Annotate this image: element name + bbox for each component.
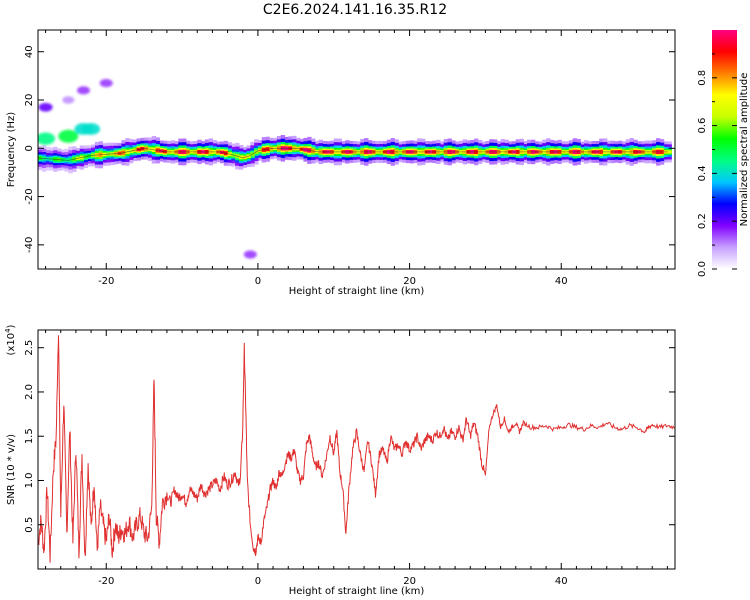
snr-frame bbox=[37, 329, 676, 570]
spectrogram-patch bbox=[243, 250, 257, 259]
x-tick-label: 40 bbox=[555, 576, 568, 587]
spectrogram-patch bbox=[62, 96, 75, 104]
spectrogram-patch bbox=[38, 132, 56, 145]
x-tick-label: -20 bbox=[98, 576, 114, 587]
spectrogram-patch bbox=[82, 123, 101, 135]
y-tick-label: 40 bbox=[24, 45, 35, 58]
colorbar-tick-label: 0.6 bbox=[697, 118, 708, 134]
y-tick-label: 1.0 bbox=[24, 473, 35, 489]
spectrogram-x-axis-label: Height of straight line (km) bbox=[289, 286, 425, 297]
spectrogram-patches bbox=[38, 79, 257, 259]
snr-axes: -20 0 20 40 0.5 1.0 1.5 2.0 2.5 bbox=[24, 330, 675, 587]
y-tick-label: 0 bbox=[24, 145, 35, 151]
colorbar-tick-label: 0.2 bbox=[697, 213, 708, 229]
snr-panel: -20 0 20 40 0.5 1.0 1.5 2.0 2.5 Height of straig… bbox=[4, 324, 676, 597]
snr-y-scale-exponent: 4 bbox=[4, 328, 12, 333]
x-tick-label: 0 bbox=[255, 276, 261, 287]
snr-x-axis-label: Height of straight line (km) bbox=[289, 586, 425, 597]
x-tick-label: 20 bbox=[403, 576, 416, 587]
colorbar-tick-label: 0.0 bbox=[697, 261, 708, 277]
y-tick-label: 2.0 bbox=[24, 384, 35, 400]
spectrogram-axes: -20 0 20 40 -40 -20 0 20 40 bbox=[24, 30, 675, 287]
ridge-centerline bbox=[38, 147, 668, 161]
spectrogram-panel: -20 0 20 40 -40 -20 0 20 40 Height of straight l… bbox=[6, 29, 676, 297]
spectrogram-ridge bbox=[38, 135, 672, 174]
ridge-cell bbox=[667, 150, 672, 154]
x-tick-label: 0 bbox=[255, 576, 261, 587]
snr-y-axis-label: SNR (10 * v/v) bbox=[6, 434, 17, 505]
x-tick-label: 20 bbox=[403, 276, 416, 287]
figure-title: C2E6.2024.141.16.35.R12 bbox=[263, 2, 447, 18]
colorbar: 0.0 0.2 0.4 0.6 0.8 Normalized spectral ampl… bbox=[697, 30, 750, 277]
colorbar-tick-label: 0.8 bbox=[697, 70, 708, 86]
spectrogram-plot-area bbox=[38, 79, 672, 259]
snr-y-scale-base: (x10 bbox=[6, 333, 17, 356]
snr-y-scale-label: (x104) bbox=[4, 324, 17, 355]
spectrogram-patch bbox=[58, 129, 79, 143]
spectrogram-y-axis-label: Frequency (Hz) bbox=[6, 112, 17, 188]
y-tick-label: 1.5 bbox=[24, 428, 35, 444]
spectrogram-patch bbox=[77, 86, 90, 95]
colorbar-axes: 0.0 0.2 0.4 0.6 0.8 bbox=[697, 53, 737, 277]
snr-plot-area bbox=[38, 335, 675, 563]
spectrogram-patch bbox=[38, 102, 53, 112]
y-tick-label: 2.5 bbox=[24, 340, 35, 356]
x-tick-label: -20 bbox=[98, 276, 114, 287]
colorbar-label: Normalized spectral amplitude bbox=[739, 73, 750, 227]
x-tick-label: 40 bbox=[555, 276, 568, 287]
colorbar-tick-label: 0.4 bbox=[697, 165, 708, 181]
y-tick-label: -20 bbox=[24, 188, 35, 204]
y-tick-label: 0.5 bbox=[24, 517, 35, 533]
colorbar-gradient bbox=[712, 30, 737, 269]
snr-series-line bbox=[38, 335, 675, 563]
snr-y-scale-close: ) bbox=[6, 324, 17, 328]
y-tick-label: 20 bbox=[24, 94, 35, 107]
spectrogram-patch bbox=[99, 79, 113, 88]
spectrogram-frame bbox=[37, 29, 676, 270]
y-tick-label: -40 bbox=[24, 237, 35, 253]
